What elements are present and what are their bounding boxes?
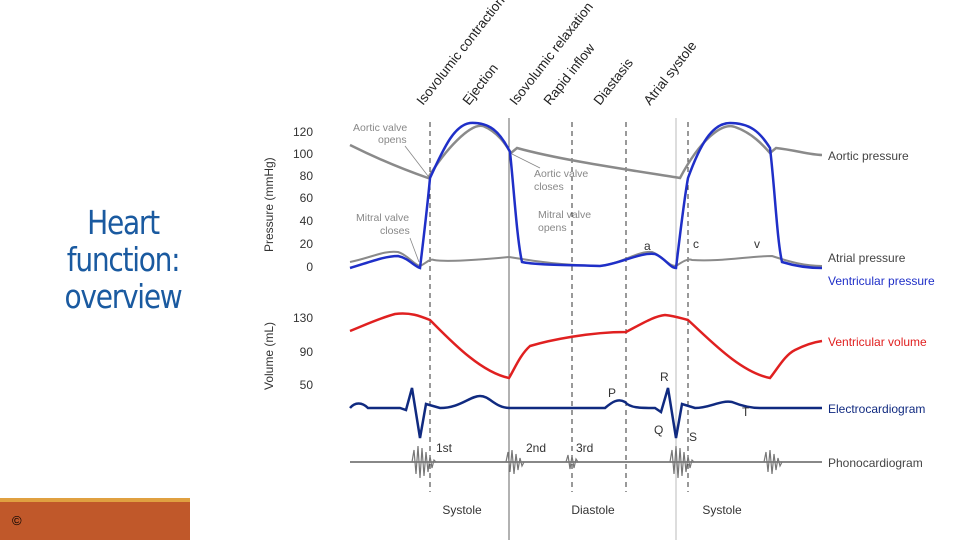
- bottom-phase-systole-2: Systole: [702, 503, 742, 517]
- bottom-phase-diastole: Diastole: [571, 503, 615, 517]
- pressure-axis-label: Pressure (mmHg): [262, 157, 276, 252]
- heart-sound-second: 2nd: [526, 441, 546, 455]
- annotation-aortic-opens-2: opens: [378, 134, 407, 146]
- pressure-tick: 60: [300, 191, 314, 205]
- top-phase-labels: Isovolumic contraction Ejection Isovolum…: [414, 0, 700, 108]
- pressure-tick: 120: [293, 125, 313, 139]
- annotation-mitral-closes: Mitral valve: [356, 212, 409, 224]
- phase-dividers: [429, 122, 689, 492]
- annotation-leaders: [404, 145, 541, 263]
- annotation-aortic-closes: Aortic valve: [534, 168, 588, 180]
- annotation-mitral-opens: Mitral valve: [538, 209, 591, 221]
- leader-mitral-closes: [409, 237, 420, 263]
- legend-ventricular-volume: Ventricular volume: [828, 335, 927, 349]
- footer-bar: ©: [0, 498, 190, 540]
- wave-label-R: R: [660, 370, 669, 384]
- bottom-phase-systole: Systole: [442, 503, 482, 517]
- phase-label: Diastasis: [591, 55, 637, 108]
- leader-aortic-closes: [511, 153, 541, 169]
- wave-label-Q: Q: [654, 423, 663, 437]
- pressure-tick: 20: [300, 237, 314, 251]
- annotation-mitral-closes-2: closes: [380, 225, 410, 237]
- pressure-tick: 40: [300, 214, 314, 228]
- wave-label-P: P: [608, 386, 616, 400]
- title-line: function:: [66, 239, 181, 279]
- ventricular-volume-curve: [349, 312, 823, 380]
- ventricular-pressure-curve: [349, 121, 823, 270]
- leader-aortic-opens: [404, 145, 429, 177]
- legend: Aortic pressure Atrial pressure Ventricu…: [828, 149, 935, 470]
- volume-axis-label: Volume (mL): [262, 322, 276, 390]
- heart-sound-third: 3rd: [576, 441, 593, 455]
- legend-phono: Phonocardiogram: [828, 456, 923, 470]
- phono-sound-third: [565, 454, 579, 470]
- legend-aortic-pressure: Aortic pressure: [828, 149, 909, 163]
- legend-ventricular-pressure: Ventricular pressure: [828, 274, 935, 288]
- volume-tick: 50: [300, 378, 314, 392]
- pressure-tick: 100: [293, 147, 313, 161]
- title-line: overview: [64, 276, 183, 316]
- phase-label: Isovolumic contraction: [414, 0, 508, 108]
- heart-sound-labels: 1st 2nd 3rd: [436, 441, 593, 455]
- wave-label-S: S: [689, 430, 697, 444]
- valve-annotations: Aortic valve opens Aortic valve closes M…: [353, 122, 591, 237]
- cycle-dividers: [508, 118, 677, 540]
- heart-sound-first: 1st: [436, 441, 453, 455]
- ecg-curve: [349, 387, 822, 439]
- slide-title: Heart function: overview: [42, 203, 204, 316]
- volume-axis: Volume (mL) 130 90 50: [262, 311, 313, 392]
- wave-label-T: T: [742, 405, 750, 419]
- footer-accent-stripe: [0, 498, 190, 502]
- volume-tick: 130: [293, 311, 313, 325]
- wave-label-c: c: [693, 237, 699, 251]
- volume-tick: 90: [300, 345, 314, 359]
- pressure-axis: Pressure (mmHg) 120 100 80 60 40 20 0: [262, 125, 313, 274]
- title-line: Heart: [87, 203, 160, 242]
- pressure-tick: 80: [300, 169, 314, 183]
- wave-label-a: a: [644, 239, 651, 253]
- phono-sound-second: [505, 449, 525, 475]
- phono-sound-second-2: [763, 449, 783, 475]
- copyright-text: ©: [12, 513, 22, 528]
- phono-sound-first-2: [669, 445, 695, 479]
- annotation-mitral-opens-2: opens: [538, 222, 567, 234]
- wave-labels: a c v P R Q S T: [608, 237, 760, 444]
- legend-atrial-pressure: Atrial pressure: [828, 251, 906, 265]
- annotation-aortic-opens: Aortic valve: [353, 122, 407, 134]
- annotation-aortic-closes-2: closes: [534, 181, 564, 193]
- pressure-tick: 0: [306, 260, 313, 274]
- legend-ecg: Electrocardiogram: [828, 402, 925, 416]
- phono-sound-first: [411, 445, 437, 479]
- phase-label: Ejection: [460, 61, 501, 108]
- bottom-phases: Systole Diastole Systole: [442, 503, 742, 517]
- wave-label-v: v: [754, 237, 760, 251]
- phase-label: Atrial systole: [641, 38, 700, 108]
